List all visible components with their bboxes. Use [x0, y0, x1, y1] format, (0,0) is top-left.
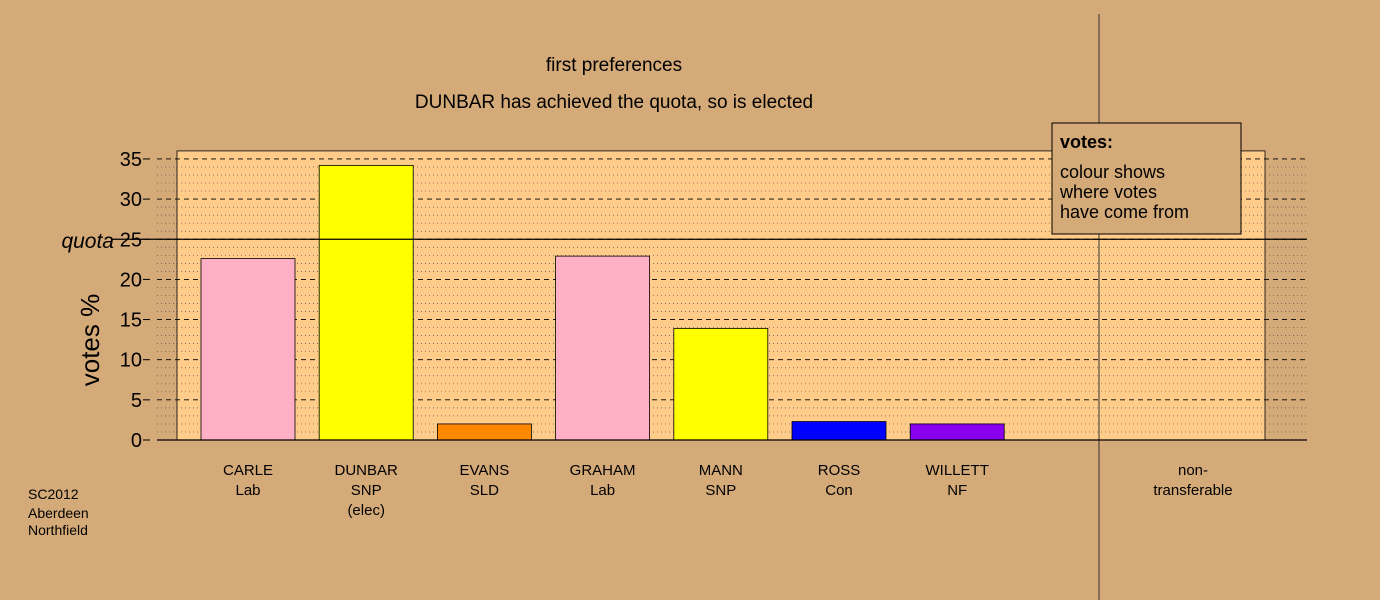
x-label-party-evans: SLD — [470, 482, 499, 499]
x-label-party-willett: NF — [947, 482, 967, 499]
y-tick-label: 15 — [120, 310, 142, 332]
y-tick-label: 20 — [120, 269, 142, 291]
source-line-2: Aberdeen — [28, 505, 89, 521]
x-label-name-ross: ROSS — [818, 462, 861, 479]
bar-evans — [436, 423, 532, 441]
source-note: SC2012 Aberdeen Northfield — [28, 486, 89, 538]
source-line-3: Northfield — [28, 522, 88, 538]
bar-dunbar — [318, 164, 414, 441]
x-label-note-dunbar: (elec) — [347, 502, 385, 519]
legend: votes: colour shows where votes have com… — [1051, 122, 1242, 235]
y-tick-label: 25 — [120, 229, 142, 251]
nontransferable-label-1: non- — [1178, 462, 1208, 479]
legend-line-2: where votes — [1059, 182, 1157, 202]
bar-graham — [555, 255, 650, 441]
legend-box — [1051, 122, 1242, 235]
x-label-name-carle: CARLE — [223, 462, 273, 479]
y-tick-label: 0 — [131, 430, 142, 452]
legend-title: votes: — [1060, 132, 1113, 152]
x-label-name-evans: EVANS — [460, 462, 510, 479]
x-label-party-ross: Con — [825, 482, 853, 499]
x-label-party-mann: SNP — [705, 482, 736, 499]
bar-ross — [791, 421, 887, 441]
bar-carle — [200, 258, 296, 441]
bar-willett — [909, 423, 1005, 441]
y-tick-label: 35 — [120, 149, 142, 171]
x-label-name-graham: GRAHAM — [570, 462, 636, 479]
x-label-party-graham: Lab — [590, 482, 615, 499]
x-label-party-carle: Lab — [235, 482, 260, 499]
chart-title: first preferences — [546, 55, 682, 76]
legend-line-1: colour shows — [1060, 162, 1165, 182]
y-axis-label: votes % — [75, 294, 105, 387]
y-tick-label: 30 — [120, 189, 142, 211]
bar-mann — [673, 327, 769, 441]
legend-line-3: have come from — [1060, 202, 1189, 222]
bars — [200, 164, 1005, 441]
y-axis-ticks: 0 5 10 15 20 25 30 35 — [120, 149, 150, 452]
y-tick-label: 10 — [120, 350, 142, 372]
nontransferable-label-2: transferable — [1153, 482, 1232, 499]
x-label-party-dunbar: SNP — [351, 482, 382, 499]
x-axis-labels: CARLE Lab DUNBAR SNP (elec) EVANS SLD GRAHAM Lab… — [223, 462, 989, 519]
y-tick-label: 5 — [131, 390, 142, 412]
quota-label: quota — [61, 230, 114, 253]
source-line-1: SC2012 — [28, 486, 79, 502]
chart-subtitle: DUNBAR has achieved the quota, so is ele… — [415, 92, 813, 113]
x-label-name-willett: WILLETT — [926, 462, 989, 479]
x-label-name-mann: MANN — [699, 462, 743, 479]
x-label-name-dunbar: DUNBAR — [335, 462, 399, 479]
